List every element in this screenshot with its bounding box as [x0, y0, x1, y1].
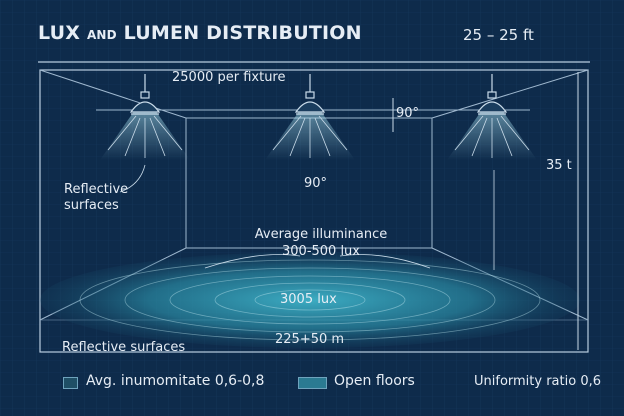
room-outline [39, 69, 589, 353]
reflective-surfaces-upper: Reflective surfaces [64, 182, 129, 213]
page-title: LUX AND LUMEN DISTRIBUTION [38, 22, 362, 44]
legend-label-open-floors: Open floors [334, 373, 415, 389]
average-illuminance-label: Average illuminance 300-500 lux [254, 227, 388, 259]
fixture-right [447, 74, 537, 160]
legend-swatch-open-floors [298, 377, 327, 389]
center-lux-label: 3005 lux [280, 292, 337, 307]
legend-label-avg: Avg. inumomitate 0,6-0,8 [86, 373, 265, 389]
legend-swatch-avg [63, 377, 78, 389]
ceiling-height-label: 35 t [546, 158, 572, 173]
uniformity-ratio-label: Uniformity ratio 0,6 [474, 374, 601, 389]
center-angle-label: 90° [304, 176, 328, 191]
floor-illuminance-area [40, 252, 580, 348]
room-dimension-label: 25 – 25 ft [463, 26, 534, 44]
floor-dimension-label: 225+50 m [275, 332, 345, 347]
fixture-center [265, 74, 355, 160]
beam-angle-label: 90° [396, 106, 420, 121]
fixture-lumen-label: 25000 per fixture [172, 70, 286, 85]
reflective-surfaces-lower: Reflective surfaces [62, 340, 186, 355]
fixture-left [100, 74, 190, 160]
fixtures [100, 74, 537, 160]
